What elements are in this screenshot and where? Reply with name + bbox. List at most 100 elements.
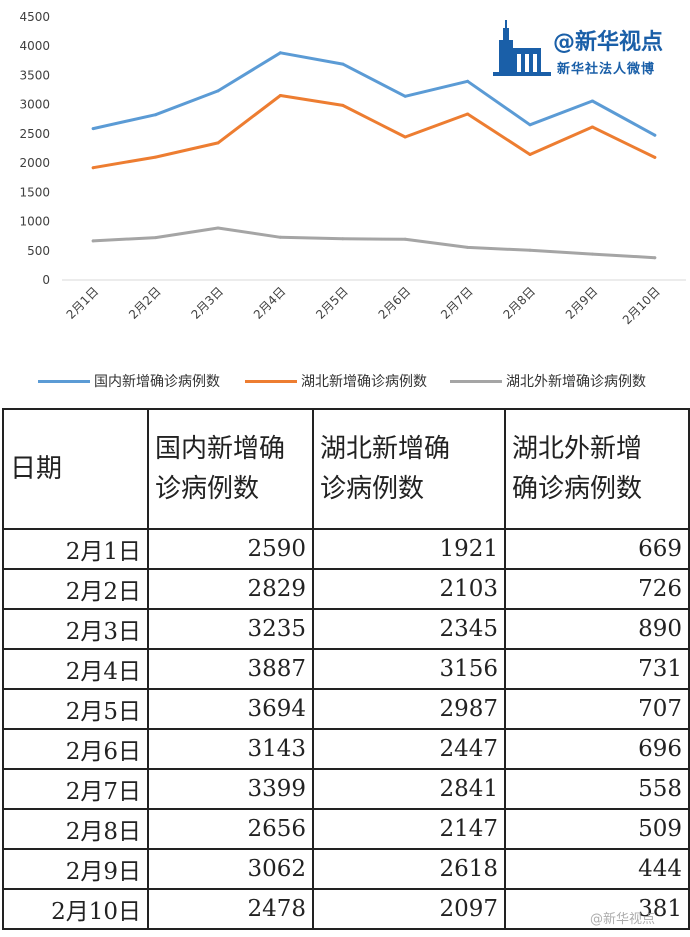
data-point xyxy=(466,79,470,83)
data-point xyxy=(466,245,470,249)
data-point xyxy=(653,155,657,159)
y-tick-label: 0 xyxy=(42,273,50,287)
legend-label-hubei: 湖北新增确诊病例数 xyxy=(301,374,427,390)
building-icon xyxy=(493,20,551,76)
cell-hubei: 2097 xyxy=(312,888,506,930)
legend-item-hubei: 湖北新增确诊病例数 xyxy=(245,368,427,394)
header-outside-hubei: 湖北外新增 确诊病例数 xyxy=(504,408,690,530)
cell-date: 2月7日 xyxy=(2,768,149,810)
table-row: 2月1日 2590 1921 669 xyxy=(2,528,690,570)
header-hubei-line-1: 湖北新增确 xyxy=(320,434,451,464)
data-point xyxy=(216,226,220,230)
cell-hubei: 3156 xyxy=(312,648,506,690)
header-outside-hubei-line-2: 确诊病例数 xyxy=(512,474,643,504)
cell-hubei: 2987 xyxy=(312,688,506,730)
data-point xyxy=(528,248,532,252)
cell-date: 2月6日 xyxy=(2,728,149,770)
data-point xyxy=(154,236,158,240)
cell-date: 2月3日 xyxy=(2,608,149,650)
cell-outside-hubei: 509 xyxy=(504,808,690,850)
x-tick-label: 2月9日 xyxy=(563,284,601,322)
data-point xyxy=(528,153,532,156)
header-date: 日期 xyxy=(2,408,149,530)
xinhua-logo: @新华视点 新华社法人微博 xyxy=(493,18,683,78)
data-point xyxy=(590,252,594,256)
cell-hubei: 2618 xyxy=(312,848,506,890)
cell-domestic: 3235 xyxy=(147,608,314,650)
table-body: 2月1日 2590 1921 669 2月2日 2829 2103 726 2月3日 3235 23… xyxy=(2,528,690,930)
watermark: @新华视点 xyxy=(590,912,656,927)
y-tick-label: 1500 xyxy=(19,185,50,199)
cell-outside-hubei: 731 xyxy=(504,648,690,690)
table-row: 2月4日 3887 3156 731 xyxy=(2,648,690,690)
cell-domestic: 3143 xyxy=(147,728,314,770)
table-row: 2月9日 3062 2618 444 xyxy=(2,848,690,890)
x-tick-label: 2月8日 xyxy=(500,284,538,322)
table-row: 2月6日 3143 2447 696 xyxy=(2,728,690,770)
cell-domestic: 2590 xyxy=(147,528,314,570)
cell-hubei: 2345 xyxy=(312,608,506,650)
logo-title: @新华视点 xyxy=(553,30,664,55)
legend-label-outside-hubei: 湖北外新增确诊病例数 xyxy=(506,374,646,390)
cell-hubei: 2841 xyxy=(312,768,506,810)
cell-domestic: 3062 xyxy=(147,848,314,890)
data-point xyxy=(341,103,345,107)
header-date-line: 日期 xyxy=(10,454,63,484)
table-row: 2月3日 3235 2345 890 xyxy=(2,608,690,650)
series-line-2 xyxy=(91,226,657,260)
data-point xyxy=(154,113,158,117)
cell-date: 2月10日 xyxy=(2,888,149,930)
x-tick-label: 2月6日 xyxy=(376,284,414,322)
data-point xyxy=(653,256,657,260)
table-row: 2月5日 3694 2987 707 xyxy=(2,688,690,730)
data-point xyxy=(403,237,407,241)
data-point xyxy=(590,99,594,103)
table-header-row: 日期 国内新增确 诊病例数 湖北新增确 诊病例数 湖北外新增 确诊病例数 xyxy=(2,408,690,530)
cell-outside-hubei: 444 xyxy=(504,848,690,890)
x-tick-label: 2月7日 xyxy=(438,284,476,322)
table-row: 2月2日 2829 2103 726 xyxy=(2,568,690,610)
header-domestic-line-2: 诊病例数 xyxy=(155,474,260,504)
legend-swatch-domestic xyxy=(38,379,90,383)
cell-hubei: 2103 xyxy=(312,568,506,610)
legend-item-domestic: 国内新增确诊病例数 xyxy=(38,368,220,394)
cell-domestic: 3694 xyxy=(147,688,314,730)
cell-domestic: 3399 xyxy=(147,768,314,810)
cell-outside-hubei: 381 xyxy=(504,888,690,930)
header-domestic: 国内新增确 诊病例数 xyxy=(147,408,314,530)
header-hubei-line-2: 诊病例数 xyxy=(320,474,425,504)
series-line-1 xyxy=(91,94,657,170)
legend-swatch-outside-hubei xyxy=(450,379,502,383)
table-row: 2月8日 2656 2147 509 xyxy=(2,808,690,850)
data-point xyxy=(403,135,407,139)
data-point xyxy=(341,237,345,241)
data-point xyxy=(528,123,532,127)
data-point xyxy=(466,112,470,116)
cell-outside-hubei: 726 xyxy=(504,568,690,610)
legend-label-domestic: 国内新增确诊病例数 xyxy=(94,374,220,390)
y-tick-label: 4000 xyxy=(19,39,50,53)
y-tick-label: 2500 xyxy=(19,127,50,141)
y-tick-label: 1000 xyxy=(19,215,50,229)
data-point xyxy=(91,166,95,170)
cell-date: 2月4日 xyxy=(2,648,149,690)
series-line-0 xyxy=(91,51,657,137)
data-point xyxy=(216,89,220,93)
data-point xyxy=(278,94,282,97)
x-tick-label: 2月3日 xyxy=(188,284,226,322)
cell-hubei: 2147 xyxy=(312,808,506,850)
header-outside-hubei-line-1: 湖北外新增 xyxy=(512,434,643,464)
line-chart: 0 500 1000 1500 2000 2500 3000 3500 4000 4500 2月1日… xyxy=(0,0,690,400)
cell-hubei: 1921 xyxy=(312,528,506,570)
logo-subtitle: 新华社法人微博 xyxy=(557,62,656,77)
x-tick-label: 2月10日 xyxy=(620,284,663,327)
y-tick-label: 3500 xyxy=(19,68,50,82)
y-tick-label: 3000 xyxy=(19,98,50,112)
y-tick-label: 4500 xyxy=(19,10,50,24)
data-point xyxy=(278,235,282,239)
table-row: 2月10日 2478 2097 381 xyxy=(2,888,690,930)
cell-domestic: 2478 xyxy=(147,888,314,930)
cell-domestic: 2656 xyxy=(147,808,314,850)
x-tick-label: 2月4日 xyxy=(251,284,289,322)
chart-legend: 国内新增确诊病例数 湖北新增确诊病例数 湖北外新增确诊病例数 xyxy=(0,368,690,394)
